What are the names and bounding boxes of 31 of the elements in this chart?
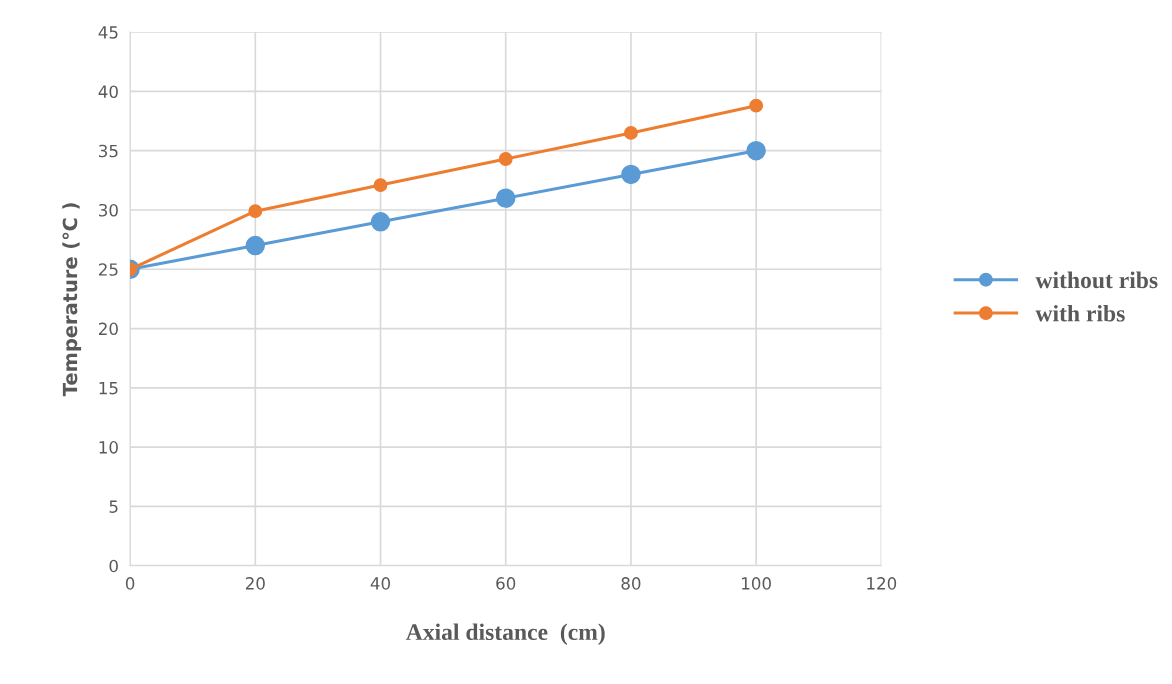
y-tick-label: 35	[99, 144, 118, 158]
point	[749, 98, 764, 113]
x-tick-label: 120	[867, 577, 897, 590]
y-tick-label: 15	[99, 382, 118, 395]
x-tick-label: 100	[742, 577, 771, 590]
x-axis-title: Axial distance (cm)	[405, 623, 605, 645]
legend-label: with ribs	[1035, 304, 1125, 322]
x-tick-label: 80	[621, 577, 641, 590]
point	[746, 140, 766, 161]
point	[370, 212, 391, 232]
point	[373, 178, 388, 193]
x-tick-label: 60	[496, 577, 516, 590]
x-tick-label: 0	[125, 577, 135, 590]
x-tick-label: 20	[245, 577, 265, 590]
x-tick-label: 40	[370, 577, 391, 590]
point	[495, 188, 516, 208]
y-tick-label: 20	[98, 322, 118, 336]
y-axis-title: Temperature (℃ )	[62, 203, 82, 397]
y-tick-label: 5	[109, 500, 118, 513]
point	[621, 164, 641, 185]
point	[245, 235, 266, 256]
point	[623, 125, 638, 140]
y-tick-label: 45	[98, 26, 118, 39]
legend-label: without ribs	[1035, 271, 1158, 289]
y-tick-label: 30	[99, 203, 118, 217]
y-tick-label: 25	[98, 263, 118, 276]
y-tick-label: 0	[109, 559, 118, 573]
point	[248, 204, 263, 219]
y-tick-label: 10	[99, 441, 118, 454]
y-tick-label: 40	[98, 85, 118, 98]
point	[498, 152, 513, 166]
